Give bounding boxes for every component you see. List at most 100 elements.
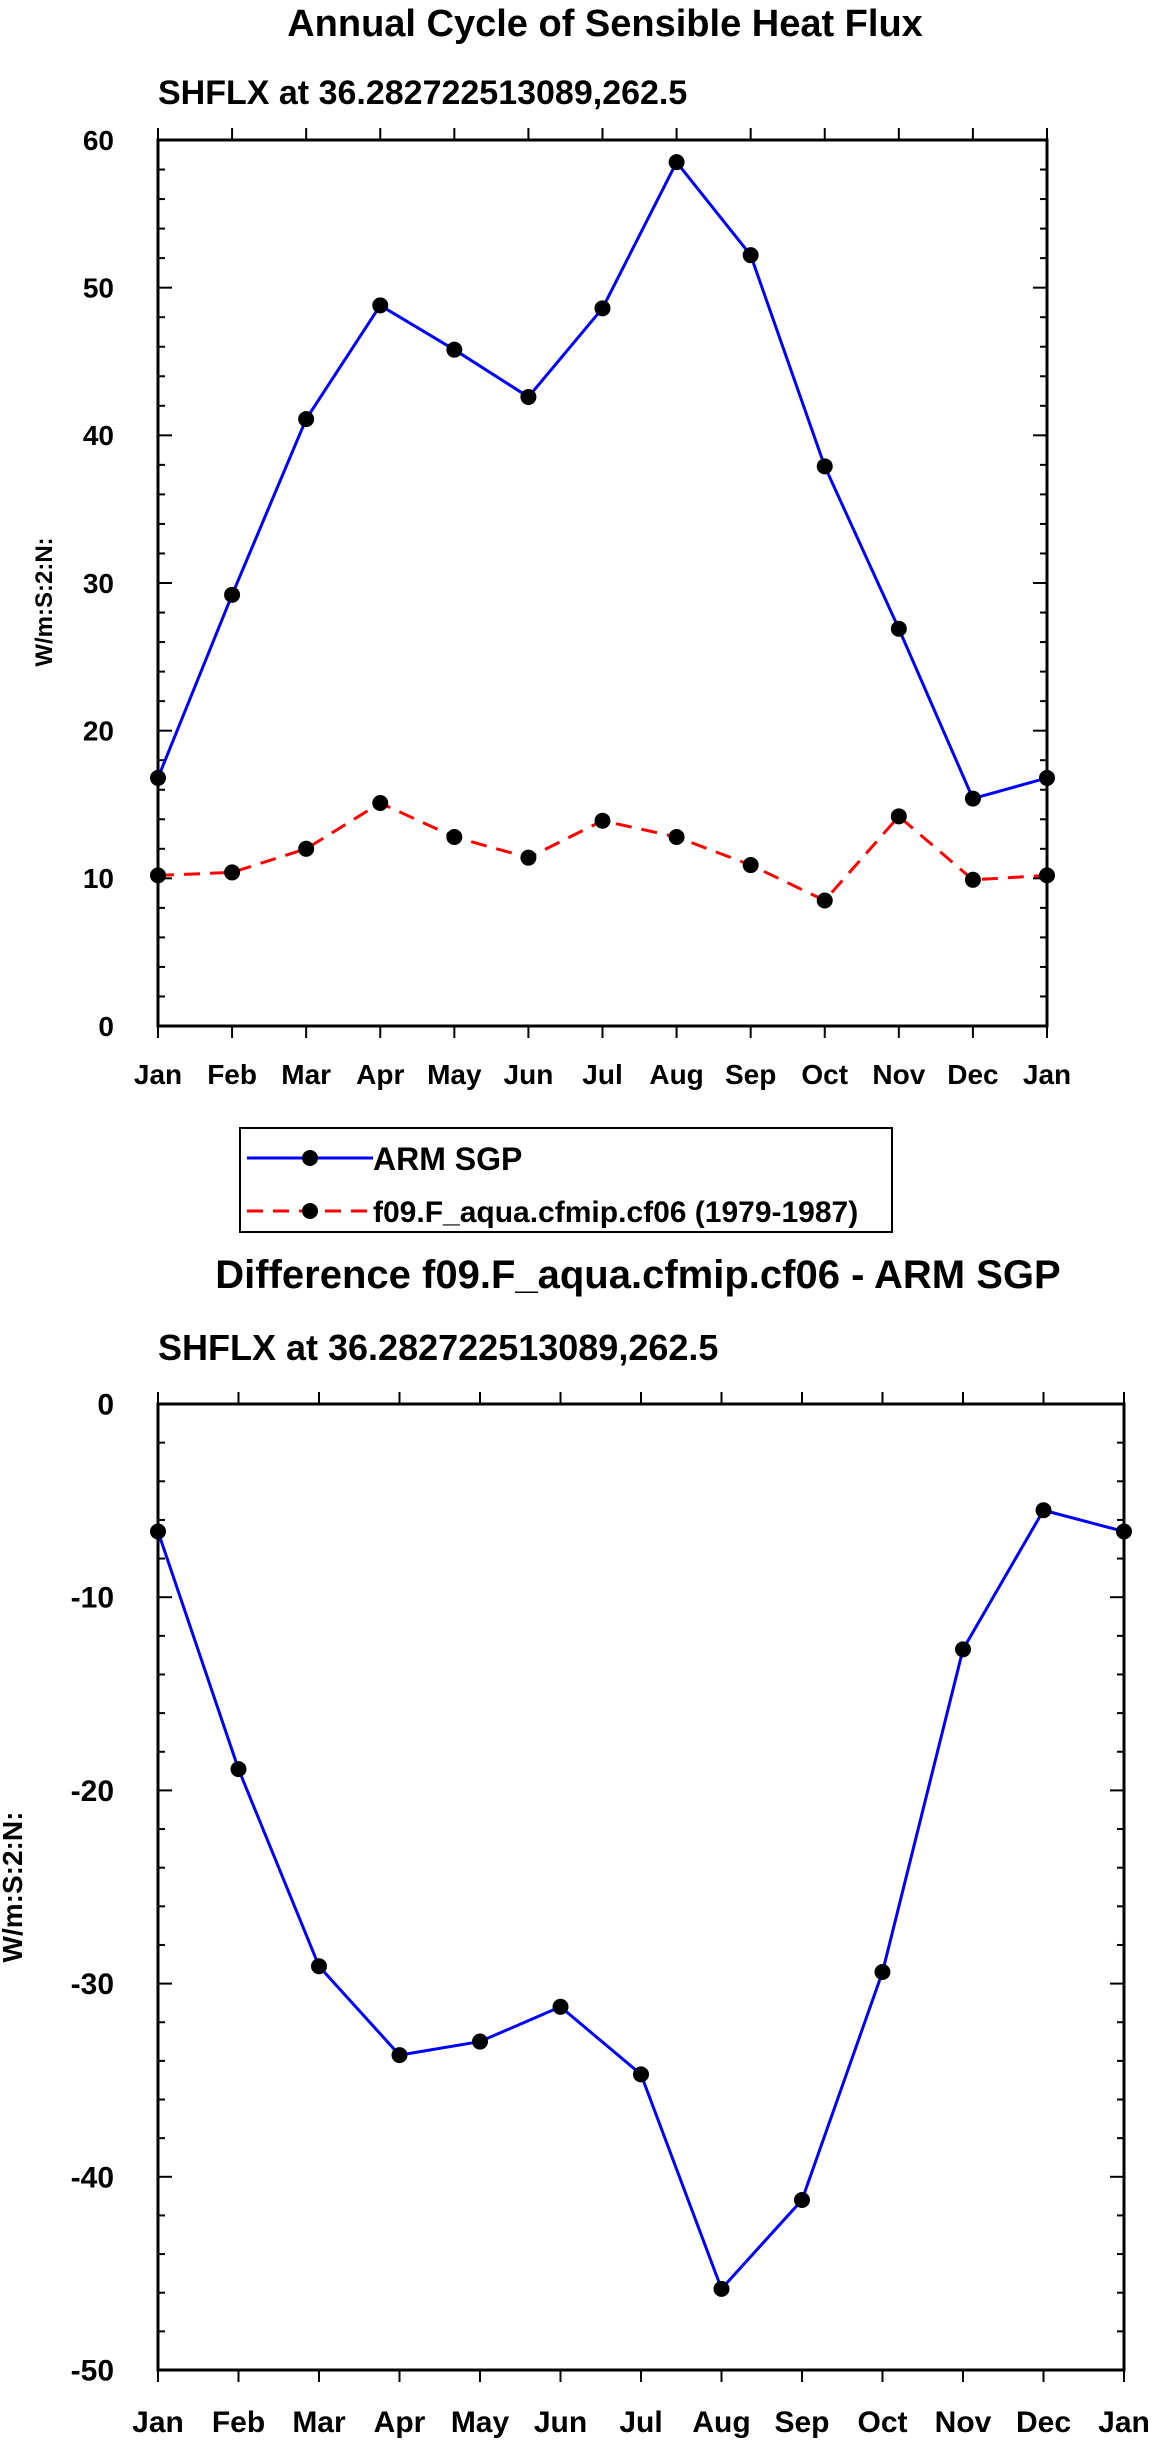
x-tick-label: Oct <box>801 1059 848 1090</box>
chart2-x-tick-labels: Jan Feb Mar Apr May Jun Jul Aug Sep Oct Nov Dec Jan <box>132 2406 1150 2439</box>
x-tick-label: May <box>451 2406 510 2439</box>
series-line-0 <box>156 160 1048 801</box>
y-tick-label: 60 <box>83 125 114 156</box>
data-point <box>794 2191 810 2208</box>
y-tick-label: -30 <box>71 1968 114 2001</box>
x-tick-label: Oct <box>857 2406 907 2439</box>
x-tick-label: Nov <box>872 1059 925 1090</box>
data-point <box>742 247 759 264</box>
data-point <box>955 1641 971 1658</box>
chart-difference: Difference f09.F_aqua.cfmip.cf06 - ARM S… <box>0 1253 1150 2439</box>
chart2-title: Difference f09.F_aqua.cfmip.cf06 - ARM S… <box>215 1253 1060 1297</box>
chart2-series <box>150 1502 1132 2297</box>
x-tick-label: May <box>427 1059 482 1090</box>
y-tick-label: -20 <box>71 1775 114 1808</box>
y-tick-label: 40 <box>83 420 114 451</box>
x-tick-label: Jul <box>619 2406 662 2439</box>
x-tick-label: Sep <box>725 1059 776 1090</box>
y-tick-label: -10 <box>71 1582 114 1615</box>
data-point <box>874 1964 891 1981</box>
y-tick-label: 50 <box>83 272 114 303</box>
data-point <box>594 812 611 829</box>
data-point <box>472 2033 488 2050</box>
data-point <box>520 388 537 405</box>
x-tick-label: Aug <box>649 1059 703 1090</box>
data-point <box>230 1761 247 1778</box>
x-tick-label: Jun <box>504 1059 554 1090</box>
x-tick-label: Dec <box>947 1059 998 1090</box>
x-tick-label: Jan <box>1098 2406 1150 2439</box>
data-point <box>594 300 611 317</box>
data-point <box>890 620 907 637</box>
data-point <box>391 2047 408 2064</box>
chart2-ticks <box>157 1392 1125 2382</box>
chart1-ylabel: W/m:S:2:N: <box>31 537 58 666</box>
chart1-plot-frame <box>156 138 1049 1028</box>
legend: ARM SGP f09.F_aqua.cfmip.cf06 (1979-1987… <box>239 1127 893 1233</box>
data-point <box>224 864 241 881</box>
x-tick-label: Aug <box>692 2406 750 2439</box>
y-tick-label: 10 <box>83 863 114 894</box>
chart1-ticks <box>157 128 1048 1038</box>
y-tick-label: 0 <box>98 1011 114 1042</box>
data-point <box>964 871 981 888</box>
y-tick-label: 30 <box>83 568 114 599</box>
chart1-series <box>150 154 1055 909</box>
chart1-y-tick-labels: 0 10 20 30 40 50 60 <box>83 125 114 1042</box>
x-tick-label: Sep <box>774 2406 829 2439</box>
chart2-y-tick-labels: 0 -10 -20 -30 -40 -50 <box>71 1389 114 2388</box>
legend-marker-obs <box>302 1150 318 1166</box>
chart1-title: Annual Cycle of Sensible Heat Flux <box>287 3 923 45</box>
data-point <box>964 790 981 807</box>
data-point <box>311 1958 327 1975</box>
x-tick-label: Jan <box>1023 1059 1071 1090</box>
chart1-subtitle: SHFLX at 36.282722513089,262.5 <box>158 74 687 112</box>
data-point <box>298 411 315 428</box>
data-point <box>668 828 685 845</box>
data-point <box>713 2280 730 2297</box>
x-tick-label: Dec <box>1016 2406 1071 2439</box>
data-point <box>633 2066 649 2083</box>
data-point <box>1035 1502 1052 1519</box>
data-point <box>446 341 463 358</box>
x-tick-label: Mar <box>281 1059 331 1090</box>
y-tick-label: -40 <box>71 2161 114 2194</box>
y-tick-label: 20 <box>83 715 114 746</box>
data-point <box>552 1998 569 2015</box>
series-line-0 <box>156 1508 1125 2291</box>
y-tick-label: 0 <box>97 1389 114 1422</box>
data-point <box>224 586 241 603</box>
data-point <box>816 892 833 909</box>
chart2-ylabel: W/m:S:2:N: <box>0 1812 28 1963</box>
legend-label-obs: ARM SGP <box>373 1141 522 1177</box>
x-tick-label: Feb <box>212 2406 265 2439</box>
x-tick-label: Nov <box>935 2406 992 2439</box>
x-tick-label: Jun <box>534 2406 587 2439</box>
chart2-subtitle: SHFLX at 36.282722513089,262.5 <box>158 1327 718 1368</box>
y-tick-label: -50 <box>71 2355 114 2388</box>
legend-marker-model <box>302 1203 318 1219</box>
data-point <box>372 795 389 812</box>
legend-box <box>239 1127 893 1233</box>
data-point <box>298 840 315 857</box>
data-point <box>890 808 907 825</box>
data-point <box>446 828 463 845</box>
legend-entry-obs: ARM SGP <box>247 1141 522 1177</box>
data-point <box>816 458 833 475</box>
x-tick-label: Jan <box>132 2406 184 2439</box>
x-tick-label: Apr <box>356 1059 404 1090</box>
chart1-x-tick-labels: Jan Feb Mar Apr May Jun Jul Aug Sep Oct Nov Dec Jan <box>134 1059 1071 1090</box>
data-point <box>742 857 759 874</box>
chart-annual-cycle: Annual Cycle of Sensible Heat Flux SHFLX… <box>31 3 1071 1090</box>
x-tick-label: Jan <box>134 1059 182 1090</box>
x-tick-label: Feb <box>207 1059 257 1090</box>
chart2-plot-frame <box>156 1402 1126 2372</box>
x-tick-label: Apr <box>374 2406 426 2439</box>
legend-label-model: f09.F_aqua.cfmip.cf06 (1979-1987) <box>373 1196 858 1229</box>
legend-entry-model: f09.F_aqua.cfmip.cf06 (1979-1987) <box>247 1196 858 1229</box>
x-tick-label: Jul <box>582 1059 622 1090</box>
data-point <box>520 849 537 866</box>
x-tick-label: Mar <box>292 2406 346 2439</box>
data-point <box>668 154 685 171</box>
